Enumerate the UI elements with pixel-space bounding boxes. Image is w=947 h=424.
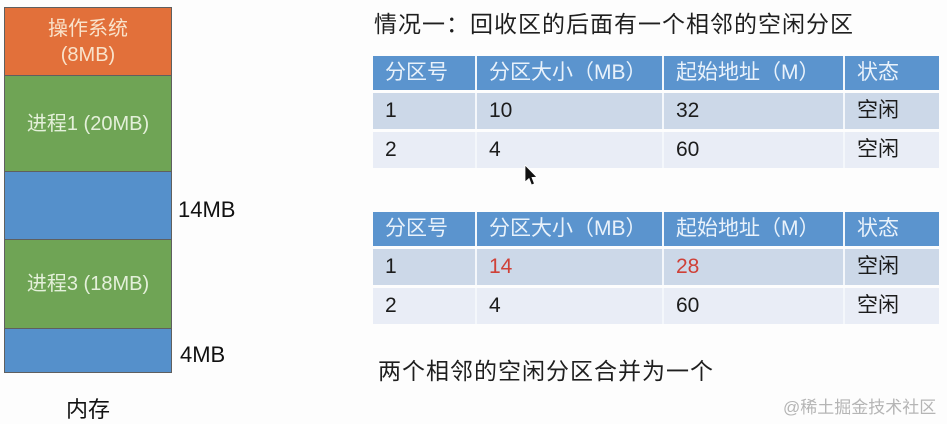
table-header-cell: 起始地址（M） <box>662 56 843 90</box>
memory-block-process1: 进程1 (20MB) <box>5 76 171 172</box>
table-row: 1 14 28 空闲 <box>373 249 939 285</box>
table-cell: 28 <box>662 249 843 285</box>
table-cell: 60 <box>662 288 843 324</box>
table-header-row: 分区号 分区大小（MB） 起始地址（M） 状态 <box>373 212 939 246</box>
table-cell: 10 <box>475 93 662 129</box>
memory-block-free-4mb <box>5 329 171 372</box>
table-cell: 1 <box>373 249 475 285</box>
mouse-cursor-icon <box>524 165 538 186</box>
memory-diagram: 操作系统 (8MB) 进程1 (20MB) 进程3 (18MB) <box>4 7 172 373</box>
footer-note: 两个相邻的空闲分区合并为一个 <box>378 358 714 384</box>
table-cell: 1 <box>373 93 475 129</box>
table-header-row: 分区号 分区大小（MB） 起始地址（M） 状态 <box>373 56 939 90</box>
table-header-cell: 状态 <box>843 56 939 90</box>
table-cell: 4 <box>475 132 662 168</box>
free-block-size-label-4mb: 4MB <box>180 342 226 367</box>
table-cell: 空闲 <box>843 93 939 129</box>
partition-table-before: 分区号 分区大小（MB） 起始地址（M） 状态 1 10 32 空闲 2 4 60 空闲 <box>373 56 939 171</box>
table-cell: 32 <box>662 93 843 129</box>
table-header-cell: 分区大小（MB） <box>475 56 662 90</box>
memory-block-label: 操作系统 <box>48 17 128 40</box>
free-block-size-label-14mb: 14MB <box>178 197 236 222</box>
table-row: 2 4 60 空闲 <box>373 288 939 324</box>
memory-block-size: (8MB) <box>60 43 116 66</box>
table-cell: 空闲 <box>843 288 939 324</box>
table-cell: 4 <box>475 288 662 324</box>
table-header-cell: 分区大小（MB） <box>475 212 662 246</box>
table-cell: 60 <box>662 132 843 168</box>
table-header-cell: 分区号 <box>373 212 475 246</box>
memory-block-free-14mb <box>5 172 171 240</box>
watermark: @稀土掘金技术社区 <box>783 398 937 417</box>
table-cell: 空闲 <box>843 132 939 168</box>
table-cell: 14 <box>475 249 662 285</box>
memory-block-process3: 进程3 (18MB) <box>5 240 171 329</box>
table-row: 1 10 32 空闲 <box>373 93 939 129</box>
page-title: 情况一：回收区的后面有一个相邻的空闲分区 <box>374 11 854 37</box>
table-header-cell: 分区号 <box>373 56 475 90</box>
table-header-cell: 状态 <box>843 212 939 246</box>
table-cell: 空闲 <box>843 249 939 285</box>
memory-caption: 内存 <box>65 397 110 422</box>
partition-table-after: 分区号 分区大小（MB） 起始地址（M） 状态 1 14 28 空闲 2 4 60 空闲 <box>373 212 939 327</box>
table-cell: 2 <box>373 132 475 168</box>
table-cell: 2 <box>373 288 475 324</box>
memory-block-label: 进程3 (18MB) <box>26 273 150 295</box>
memory-block-label: 进程1 (20MB) <box>26 112 150 135</box>
memory-block-os: 操作系统 (8MB) <box>5 8 171 76</box>
table-header-cell: 起始地址（M） <box>662 212 843 246</box>
table-row: 2 4 60 空闲 <box>373 132 939 168</box>
